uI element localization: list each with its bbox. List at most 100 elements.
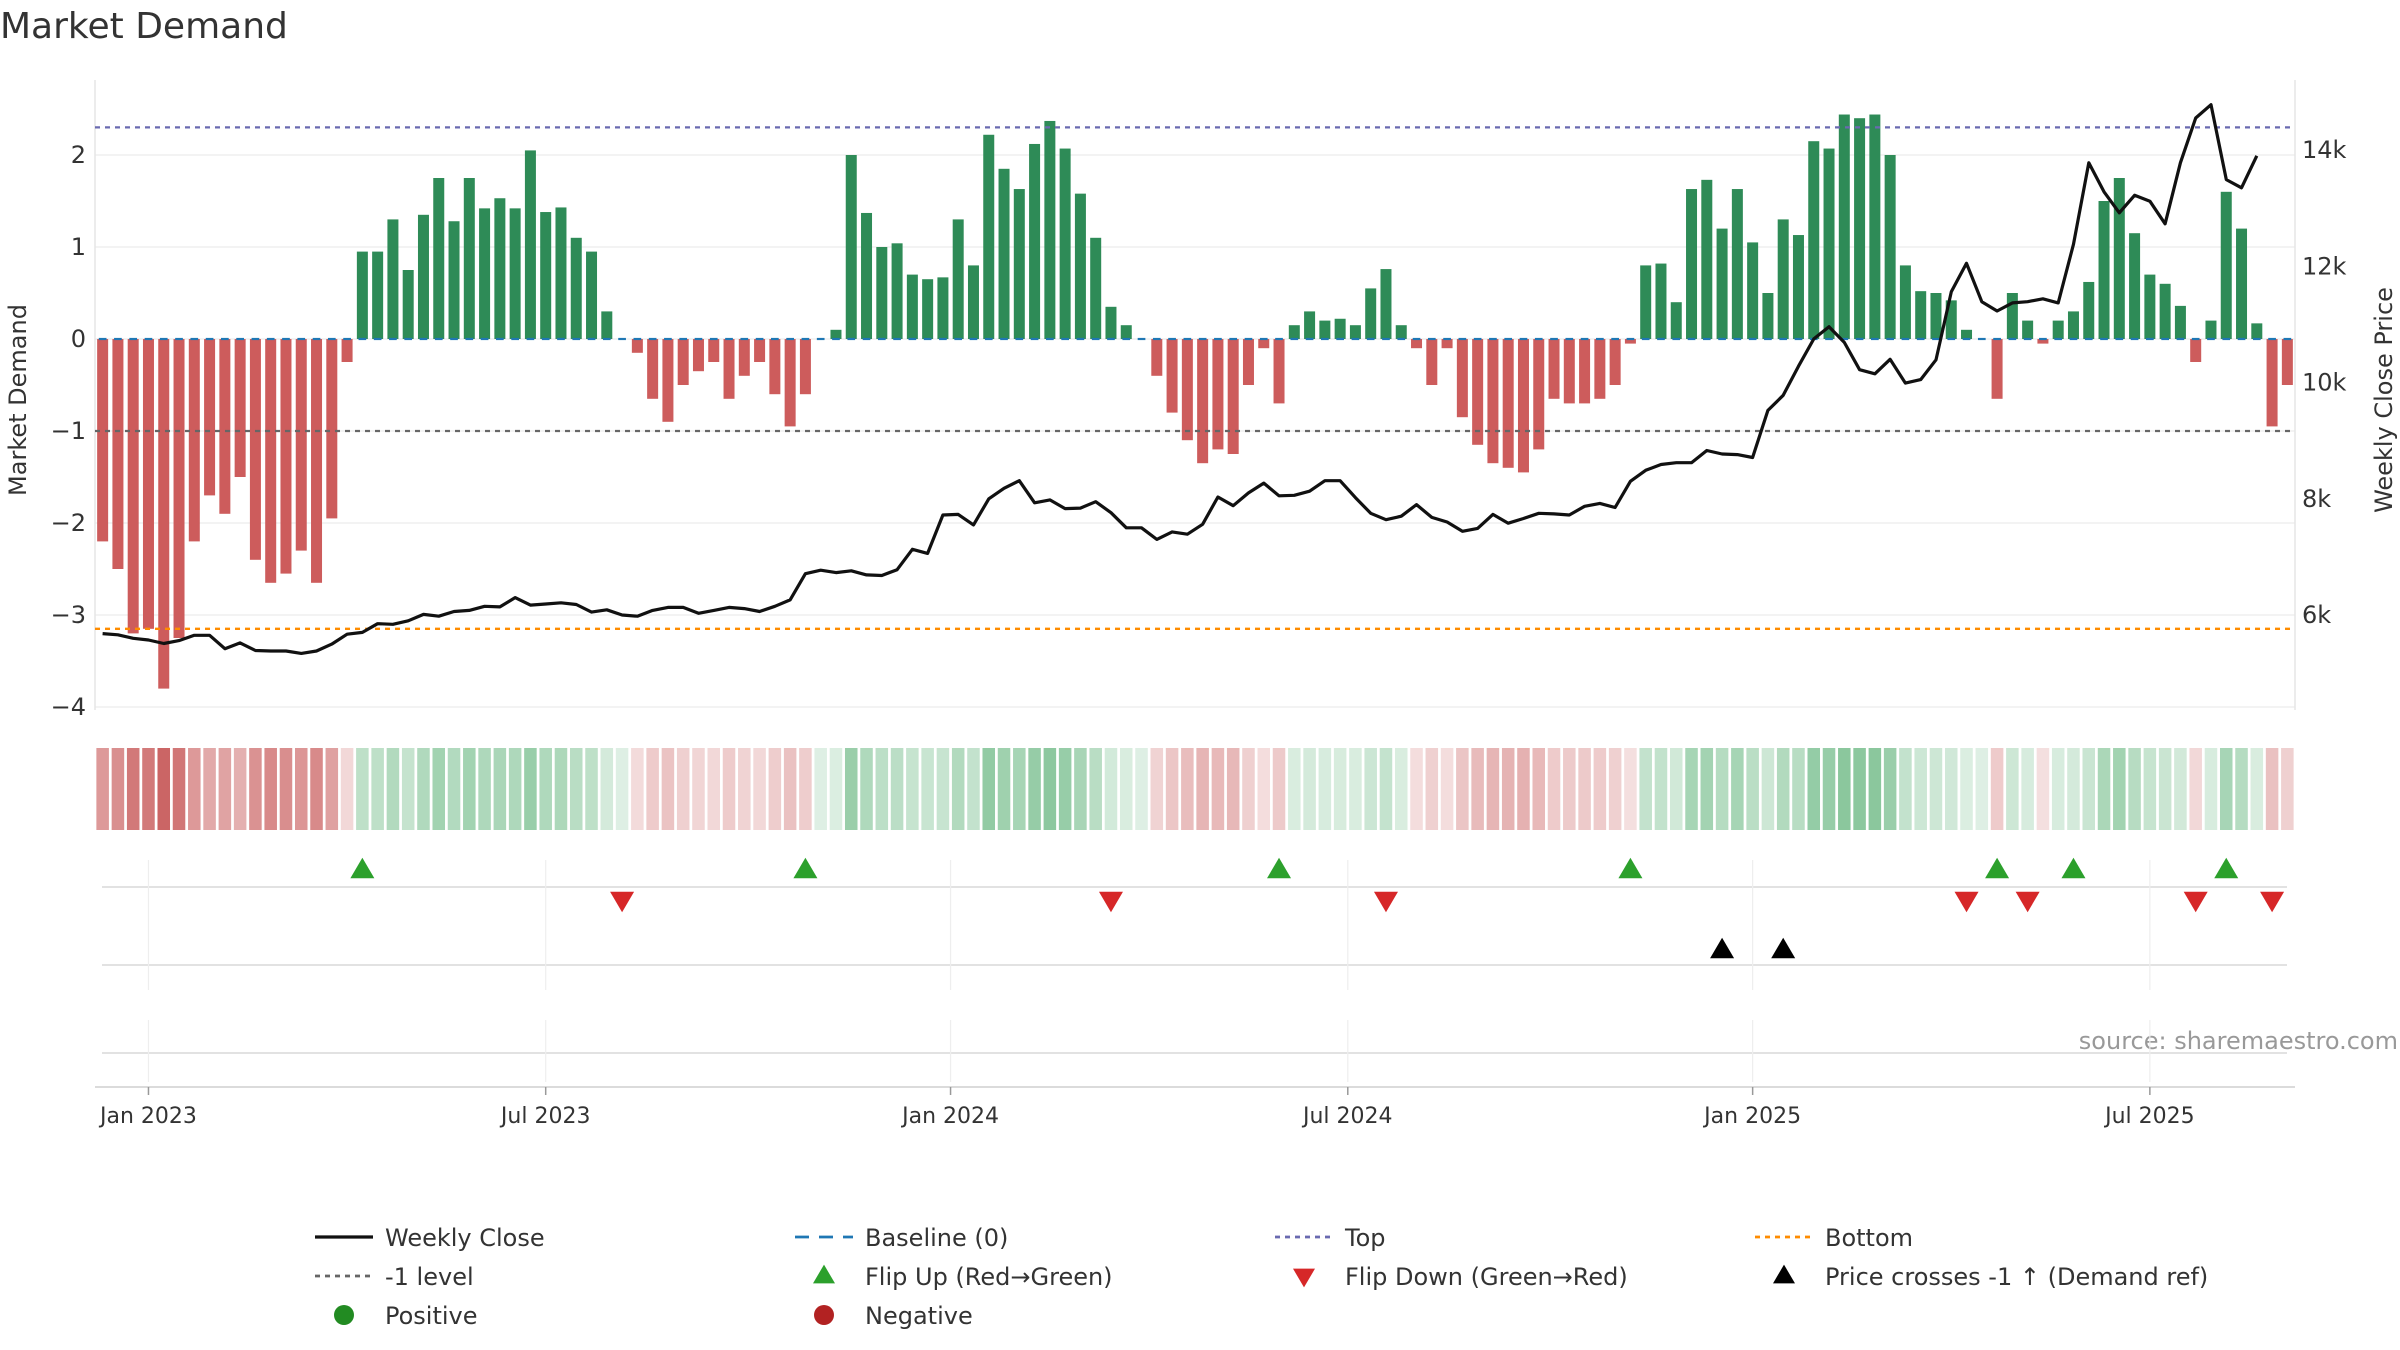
heat-cell xyxy=(1822,748,1836,830)
right-tick-label: 6k xyxy=(2302,601,2331,629)
heat-cell xyxy=(890,748,904,830)
demand-bar-negative xyxy=(1197,339,1209,464)
legend-label-bottom: Bottom xyxy=(1825,1224,1913,1252)
heat-cell xyxy=(2082,748,2096,830)
heat-cell xyxy=(1013,748,1026,830)
demand-bar-positive xyxy=(570,237,582,339)
legend-label-baseline: Baseline (0) xyxy=(865,1224,1008,1252)
heat-cell xyxy=(1410,748,1423,830)
demand-bar-positive xyxy=(479,208,491,339)
heat-cell xyxy=(294,748,308,830)
heat-cell xyxy=(967,748,980,830)
demand-bar-negative xyxy=(1624,339,1636,344)
demand-bar-positive xyxy=(1029,143,1041,339)
heat-cell xyxy=(1486,748,1500,830)
demand-bar-positive xyxy=(2205,320,2217,339)
legend-swatch-positive xyxy=(334,1305,354,1325)
demand-bar-negative xyxy=(2190,339,2202,362)
heat-cell xyxy=(2174,748,2187,830)
date-tick-label: Jul 2023 xyxy=(499,1104,591,1129)
demand-bar-positive xyxy=(2083,281,2095,339)
heat-cell xyxy=(2036,748,2050,830)
heat-cell xyxy=(646,748,659,830)
heat-cell xyxy=(203,748,216,830)
demand-bar-negative xyxy=(647,339,659,399)
left-tick-label: −1 xyxy=(51,417,86,445)
heat-cell xyxy=(2265,748,2279,830)
heat-cell xyxy=(1501,748,1515,830)
demand-bar-negative xyxy=(1991,339,2003,399)
legend: Weekly Close Baseline (0) Top Bottom -1 leve… xyxy=(315,1224,2208,1330)
demand-bar-positive xyxy=(1304,311,1316,339)
date-tick-label: Jul 2024 xyxy=(1301,1104,1393,1129)
heat-cell xyxy=(463,748,476,830)
heat-cell xyxy=(264,748,277,830)
demand-bar-negative xyxy=(2037,339,2049,344)
demand-bar-positive xyxy=(2159,283,2171,339)
demand-bar-positive xyxy=(906,274,918,339)
demand-bar-negative xyxy=(1258,339,1270,349)
demand-bar-positive xyxy=(1120,325,1132,339)
heat-cell xyxy=(1074,748,1087,830)
heat-cell xyxy=(1669,748,1683,830)
left-tick-label: 1 xyxy=(71,233,86,261)
heat-cell xyxy=(1089,748,1102,830)
demand-bar-negative xyxy=(1181,339,1193,441)
demand-bar-positive xyxy=(1365,288,1377,339)
demand-bar-positive xyxy=(845,155,857,339)
demand-bar-positive xyxy=(1349,325,1361,339)
demand-bar-positive xyxy=(1808,141,1820,339)
demand-bar-negative xyxy=(1212,339,1224,450)
heat-cell xyxy=(188,748,201,830)
demand-bar-positive xyxy=(922,279,934,339)
heat-cell xyxy=(585,748,598,830)
demand-bar-positive xyxy=(983,134,995,339)
flip-down-marker xyxy=(2183,891,2208,913)
demand-bar-negative xyxy=(1579,339,1591,404)
demand-bar-positive xyxy=(1716,228,1728,339)
demand-bar-negative xyxy=(1594,339,1606,399)
right-tick-label: 12k xyxy=(2302,252,2347,280)
heat-cell xyxy=(1853,748,1866,830)
demand-bar-positive xyxy=(1823,148,1835,339)
heat-cell xyxy=(615,748,629,830)
flip-down-marker xyxy=(610,891,635,913)
price-cross-marker xyxy=(1710,937,1735,959)
heat-cell xyxy=(569,748,583,830)
legend-label-negative: Negative xyxy=(865,1302,973,1330)
heat-cell xyxy=(508,748,522,830)
heat-cell xyxy=(738,748,751,830)
heat-cell xyxy=(2006,748,2019,830)
date-tick-label: Jan 2025 xyxy=(1702,1104,1801,1129)
demand-bar-negative xyxy=(265,339,277,583)
axis-ticks: 2 1 0 −1 −2 −3 −4 14k 12k 10k 8k 6k Jan 2023 Jul 2023… xyxy=(51,136,2347,1129)
demand-bar-negative xyxy=(2281,339,2293,385)
heat-cell xyxy=(1883,748,1897,830)
demand-bar-positive xyxy=(891,243,903,339)
demand-bar-negative xyxy=(799,339,811,395)
heat-cell xyxy=(768,748,782,830)
demand-bar-positive xyxy=(1395,325,1407,339)
heat-cell xyxy=(2097,748,2111,830)
legend-label-positive: Positive xyxy=(385,1302,478,1330)
heat-cell xyxy=(936,748,950,830)
heat-cell xyxy=(1318,748,1332,830)
heat-cell xyxy=(2281,748,2294,830)
heat-cell xyxy=(1349,748,1362,830)
left-tick-label: −2 xyxy=(51,509,86,537)
demand-bar-negative xyxy=(631,339,643,353)
demand-bar-negative xyxy=(754,339,766,362)
demand-bar-positive xyxy=(1945,300,1957,339)
heat-cell xyxy=(310,748,323,830)
demand-bar-positive xyxy=(494,198,506,339)
demand-bar-positive xyxy=(1655,263,1667,339)
left-tick-label: 2 xyxy=(71,141,86,169)
heat-cell xyxy=(1379,748,1393,830)
heat-cell xyxy=(661,748,675,830)
heat-cell xyxy=(1731,748,1744,830)
heat-cell xyxy=(1975,748,1989,830)
heat-cell xyxy=(1181,748,1194,830)
demand-bar-positive xyxy=(937,277,949,339)
weekly-close-series xyxy=(102,103,2259,656)
demand-bar-negative xyxy=(1227,339,1239,454)
